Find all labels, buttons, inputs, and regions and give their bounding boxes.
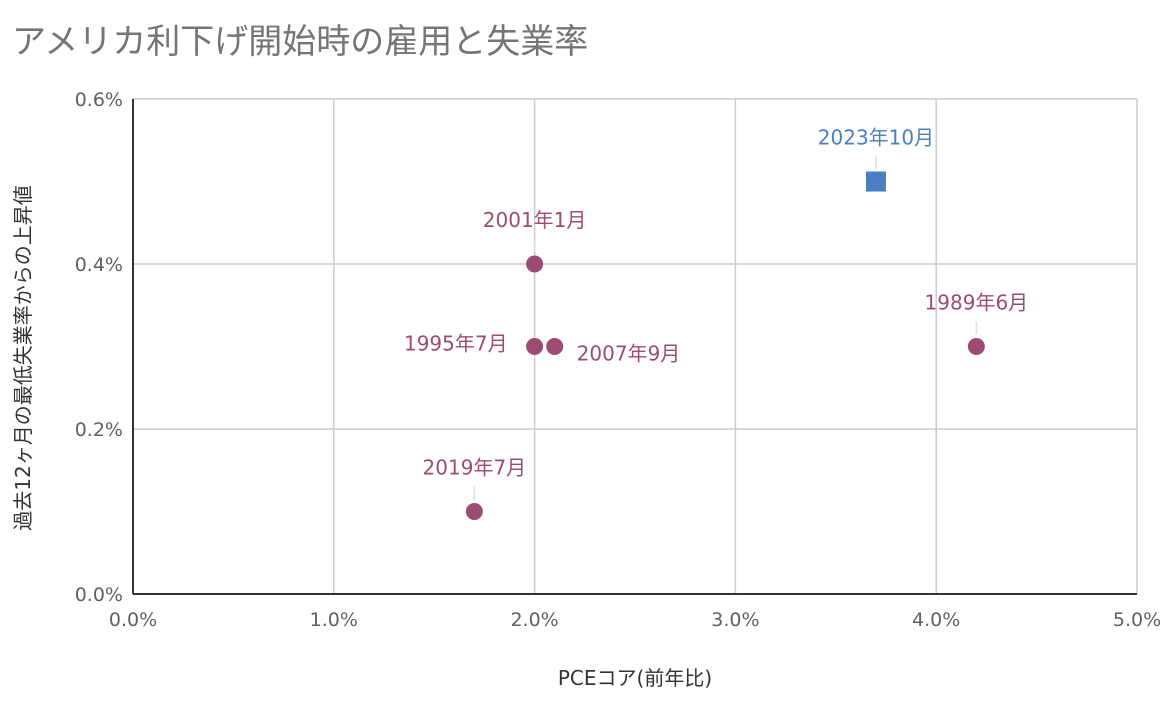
axes: [132, 99, 1137, 595]
x-tick-label: 0.0%: [109, 609, 157, 631]
y-tick-label: 0.0%: [75, 584, 123, 606]
y-tick-label: 0.6%: [75, 89, 123, 111]
label-leaders: [473, 156, 978, 500]
data-labels: 2001年1月 1995年7月 2007年9月 1989年6月 2019年7月 2023年…: [404, 126, 1028, 480]
y-tick-label: 0.2%: [75, 419, 123, 441]
data-points: [465, 171, 985, 520]
data-point: [546, 338, 564, 355]
x-tick-label: 4.0%: [912, 609, 960, 631]
x-axis-title: PCEコア(前年比): [558, 666, 712, 690]
data-label: 2007年9月: [577, 342, 681, 366]
data-point: [526, 338, 544, 355]
data-label: 2001年1月: [483, 208, 587, 232]
y-axis-title: 過去12ヶ月の最低失業率からの上昇値: [11, 185, 35, 530]
data-label: 1995年7月: [404, 332, 508, 356]
x-tick-label: 2.0%: [510, 609, 558, 631]
data-label: 2019年7月: [423, 456, 527, 480]
data-label: 1989年6月: [925, 291, 1029, 315]
chart-title: アメリカ利下げ開始時の雇用と失業率: [12, 22, 589, 62]
data-label: 2023年10月: [818, 126, 934, 150]
x-tick-label: 3.0%: [711, 609, 759, 631]
data-point: [526, 255, 544, 273]
data-point: [465, 503, 483, 520]
y-tick-label: 0.4%: [75, 254, 123, 276]
x-tick-label: 1.0%: [310, 609, 358, 631]
data-point-square: [865, 171, 886, 192]
tick-labels: 0.0% 1.0% 2.0% 3.0% 4.0% 5.0% 0.0% 0.2% 0.4% 0.6%: [75, 89, 1161, 631]
x-tick-label: 5.0%: [1113, 609, 1161, 631]
data-point: [967, 338, 985, 355]
